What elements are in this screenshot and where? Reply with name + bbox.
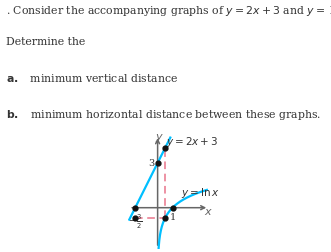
Text: Determine the: Determine the: [7, 37, 86, 47]
Text: $y = 2x + 3$: $y = 2x + 3$: [166, 134, 218, 148]
Text: $y = \ln x$: $y = \ln x$: [181, 186, 219, 200]
Text: 1: 1: [169, 212, 176, 221]
Text: $y$: $y$: [155, 131, 164, 143]
Text: $-\frac{3}{2}$: $-\frac{3}{2}$: [128, 212, 142, 230]
Text: $\mathbf{b.}$   minimum horizontal distance between these graphs.: $\mathbf{b.}$ minimum horizontal distanc…: [7, 107, 322, 121]
Text: $x$: $x$: [204, 206, 213, 216]
Text: . Consider the accompanying graphs of $y = 2x + 3$ and $y = $ ln $x$.: . Consider the accompanying graphs of $y…: [7, 4, 331, 18]
Text: $\mathbf{a.}$   minimum vertical distance: $\mathbf{a.}$ minimum vertical distance: [7, 72, 179, 84]
Text: 3: 3: [149, 158, 155, 167]
